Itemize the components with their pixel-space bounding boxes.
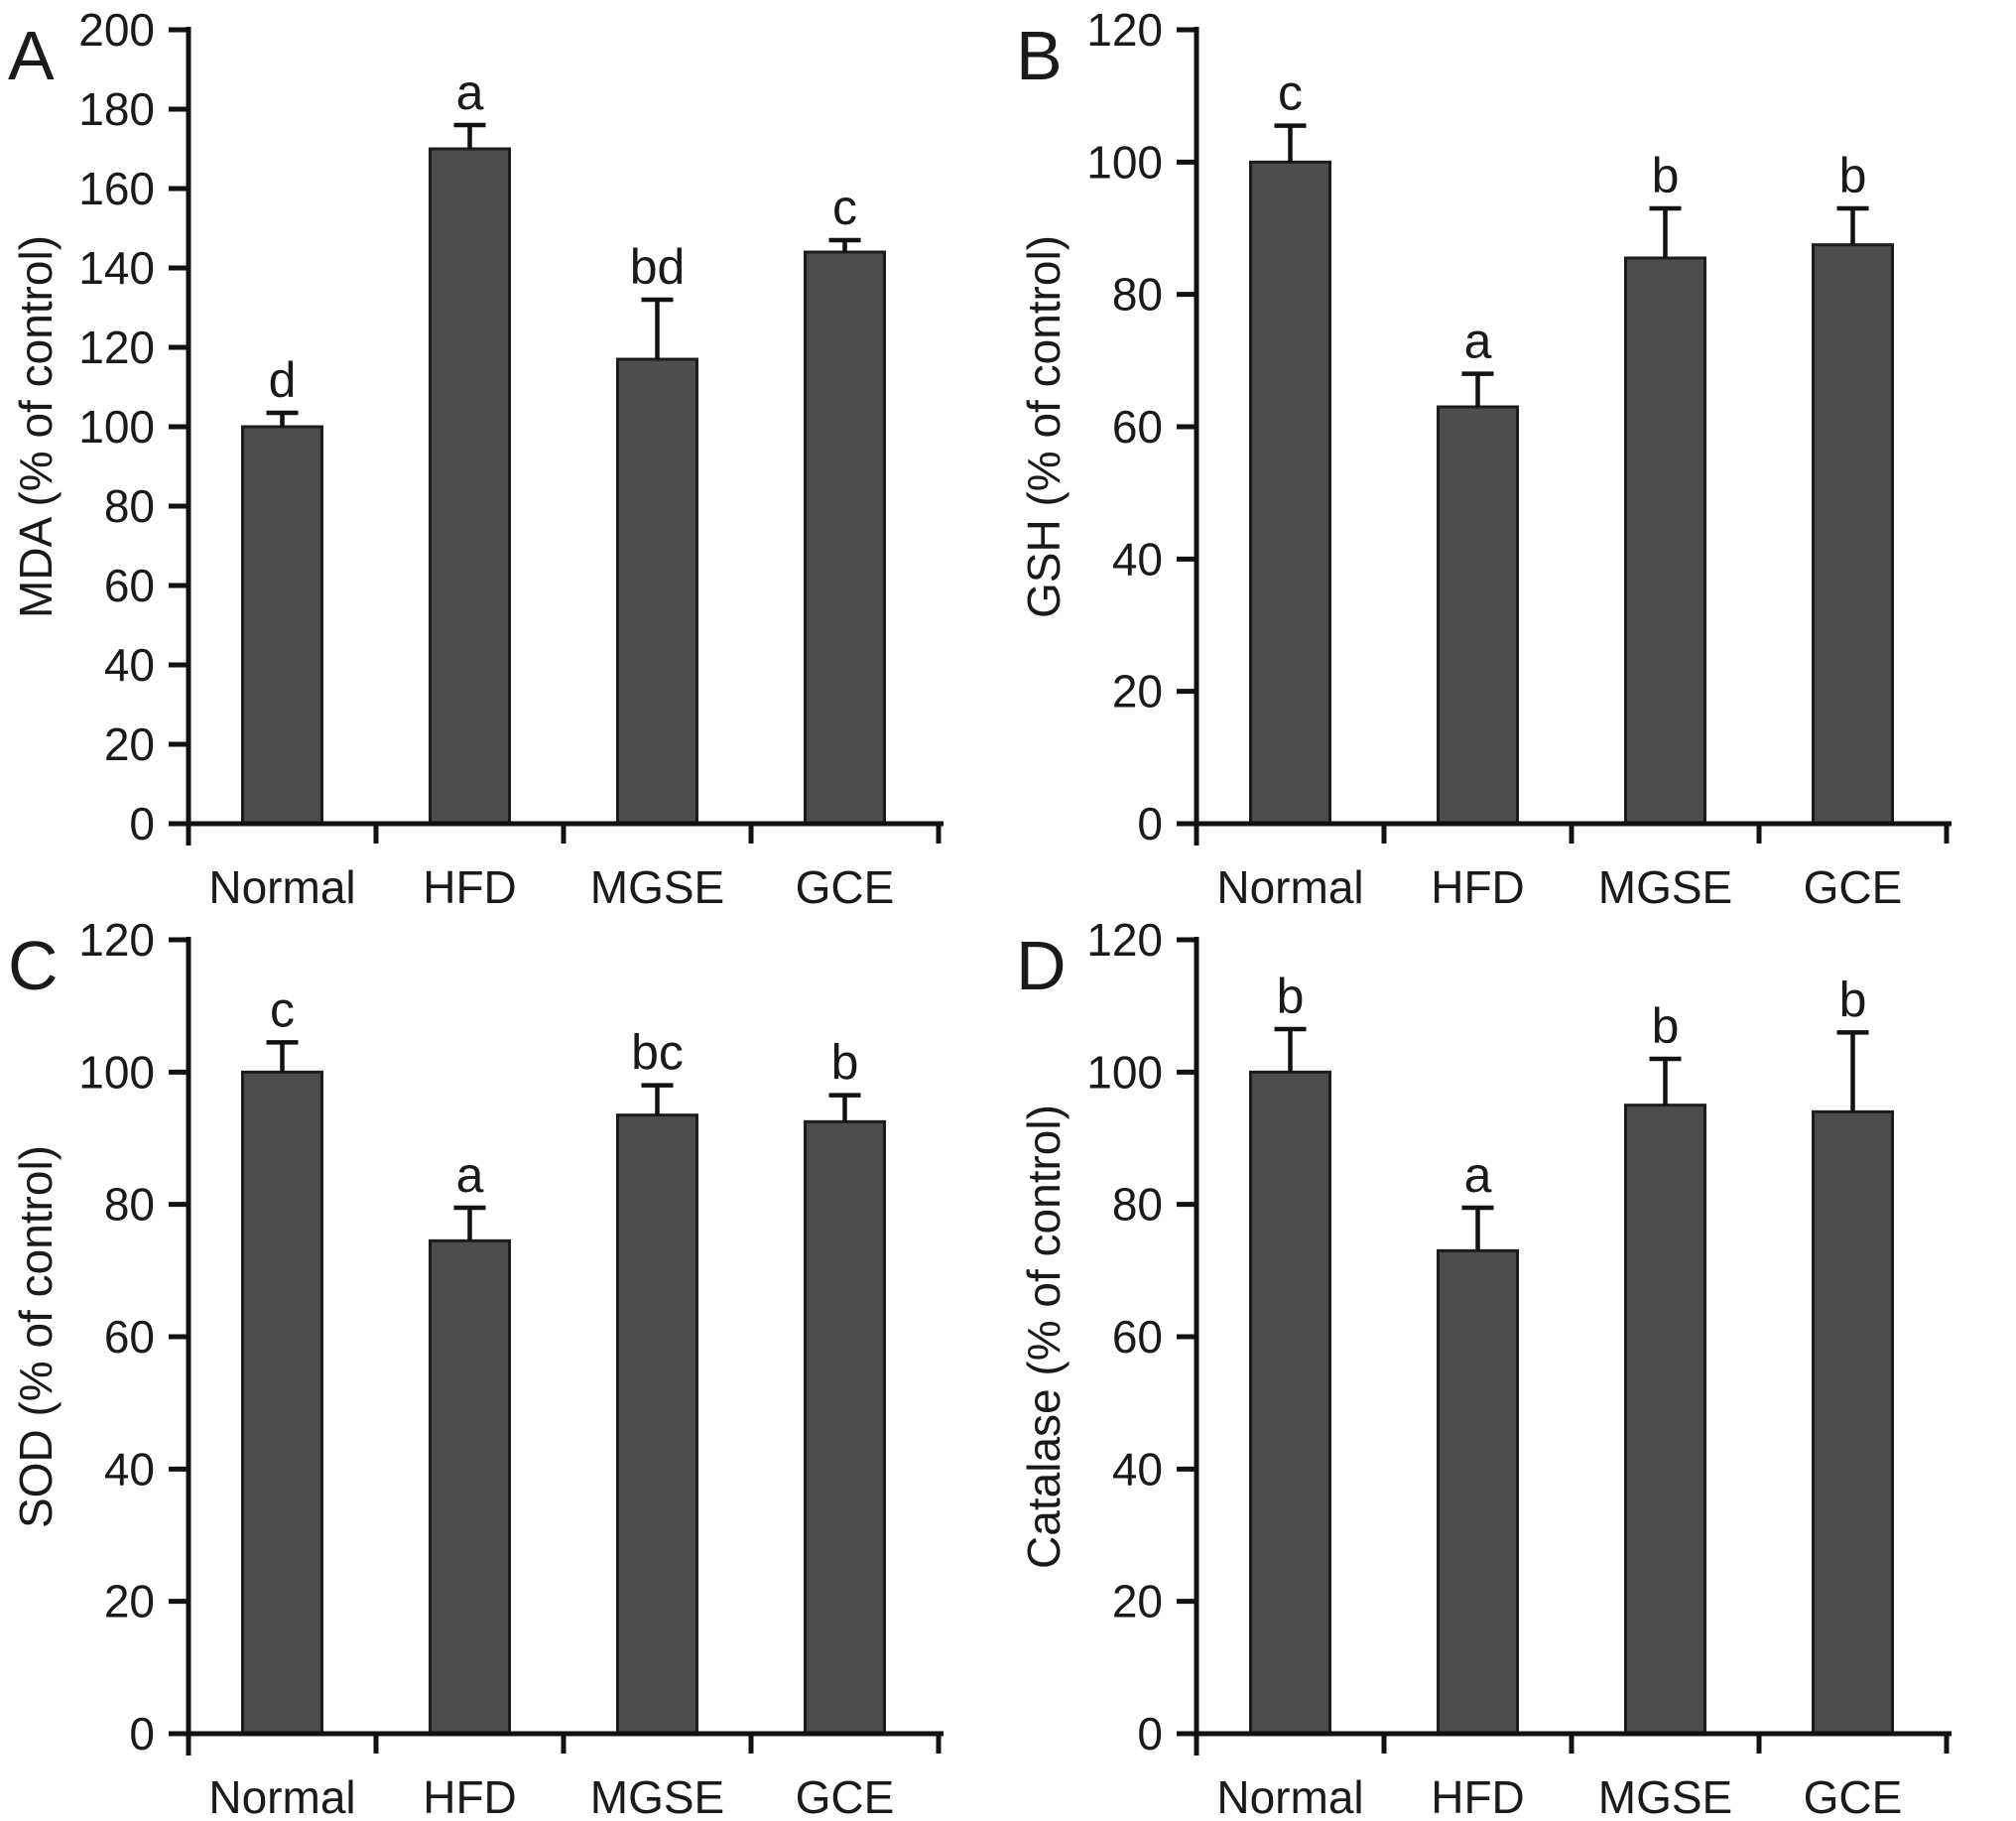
sig-letter-gce: c <box>832 180 857 235</box>
bar-mgse <box>616 357 698 826</box>
x-tick-label-normal: Normal <box>1216 861 1363 910</box>
y-tick-label: 0 <box>129 1708 155 1759</box>
y-tick-label: 0 <box>1137 1708 1163 1759</box>
y-tick-label: 0 <box>1137 798 1163 849</box>
y-tick-label: 120 <box>78 322 155 373</box>
y-tick-label: 60 <box>104 560 155 611</box>
x-tick-label-normal: Normal <box>208 1771 355 1820</box>
y-tick-label: 40 <box>1112 533 1163 585</box>
bar-hfd <box>1437 1248 1519 1736</box>
y-tick-label: 60 <box>1112 401 1163 453</box>
sig-letter-normal: c <box>270 981 295 1037</box>
y-tick-label: 120 <box>1086 4 1163 56</box>
y-tick-label: 20 <box>104 1576 155 1627</box>
x-tick-label-normal: Normal <box>208 861 355 910</box>
x-tick-label-gce: GCE <box>1804 1771 1903 1820</box>
bar-normal <box>1249 1070 1331 1736</box>
x-tick-label-mgse: MGSE <box>1598 1771 1732 1820</box>
bar-hfd <box>1437 405 1519 826</box>
bar-mgse <box>616 1113 698 1736</box>
x-tick-label-hfd: HFD <box>1431 1771 1525 1820</box>
sig-letter-hfd: a <box>456 1147 484 1203</box>
sig-letter-hfd: a <box>1464 1147 1492 1203</box>
bar-mgse <box>1624 256 1706 826</box>
y-tick-label: 40 <box>1112 1443 1163 1495</box>
y-tick-label: 120 <box>1086 914 1163 966</box>
sig-letter-hfd: a <box>1464 314 1492 369</box>
x-tick-label-normal: Normal <box>1216 1771 1363 1820</box>
y-tick-label: 100 <box>1086 136 1163 188</box>
sig-letter-mgse: bd <box>630 239 686 295</box>
y-tick-label: 100 <box>1086 1046 1163 1098</box>
bar-normal <box>241 425 323 826</box>
sig-letter-mgse: b <box>1652 148 1680 203</box>
panel-label-a: A <box>8 17 55 94</box>
y-tick-label: 120 <box>78 914 155 966</box>
sig-letter-hfd: a <box>456 65 484 120</box>
y-tick-label: 160 <box>78 163 155 214</box>
sig-letter-gce: b <box>1839 972 1867 1027</box>
bar-gce <box>804 250 886 826</box>
y-tick-label: 200 <box>78 4 155 56</box>
sig-letter-normal: b <box>1277 969 1305 1024</box>
y-tick-label: 60 <box>104 1311 155 1363</box>
sig-letter-mgse: b <box>1652 998 1680 1054</box>
x-tick-label-hfd: HFD <box>423 1771 517 1820</box>
y-tick-label: 40 <box>104 639 155 691</box>
y-tick-label: 80 <box>104 480 155 532</box>
bar-chart-panel-a: d a bd c 0 20 40 60 80 100 120 140 160 180 200 Normal HF… <box>8 4 944 910</box>
sig-letter-gce: b <box>1839 148 1867 203</box>
bar-hfd <box>429 1238 511 1736</box>
y-tick-label: 0 <box>129 798 155 849</box>
panel-label-d: D <box>1016 927 1067 1004</box>
panel-label-c: C <box>8 927 59 1004</box>
y-axis-title: MDA (% of control) <box>10 235 62 618</box>
y-tick-label: 140 <box>78 242 155 294</box>
panel-c: c a bc b 0 20 40 60 80 100 120 Normal HFD MGSE GCE SOD … <box>0 910 1008 1820</box>
bar-hfd <box>429 147 511 826</box>
bar-chart-panel-d: b a b b 0 20 40 60 80 100 120 Normal HFD MGSE GCE Catal… <box>1016 914 1952 1820</box>
y-axis-title: Catalase (% of control) <box>1018 1105 1070 1569</box>
bar-gce <box>1812 1109 1894 1736</box>
y-tick-label: 100 <box>78 401 155 453</box>
x-tick-label-gce: GCE <box>796 861 895 910</box>
y-tick-label: 60 <box>1112 1311 1163 1363</box>
y-tick-label: 20 <box>1112 1576 1163 1627</box>
y-tick-label: 40 <box>104 1443 155 1495</box>
x-tick-label-hfd: HFD <box>1431 861 1525 910</box>
sig-letter-mgse: bc <box>631 1025 684 1081</box>
y-axis-title: SOD (% of control) <box>10 1145 62 1528</box>
panel-a: d a bd c 0 20 40 60 80 100 120 140 160 180 200 Normal HF… <box>0 0 1008 910</box>
panel-d: b a b b 0 20 40 60 80 100 120 Normal HFD MGSE GCE Catal… <box>1008 910 2016 1820</box>
sig-letter-gce: b <box>831 1035 859 1091</box>
x-tick-label-mgse: MGSE <box>590 1771 724 1820</box>
x-tick-label-mgse: MGSE <box>590 861 724 910</box>
panel-label-b: B <box>1016 17 1063 94</box>
bar-chart-panel-b: c a b b 0 20 40 60 80 100 120 Normal HFD MGSE GCE GSH (… <box>1016 4 1952 910</box>
x-tick-label-hfd: HFD <box>423 861 517 910</box>
x-tick-label-gce: GCE <box>796 1771 895 1820</box>
sig-letter-normal: d <box>269 352 297 408</box>
bar-normal <box>1249 160 1331 826</box>
y-axis-title: GSH (% of control) <box>1018 235 1070 618</box>
y-tick-label: 80 <box>104 1179 155 1231</box>
x-tick-label-mgse: MGSE <box>1598 861 1732 910</box>
y-tick-label: 80 <box>1112 1179 1163 1231</box>
y-tick-label: 180 <box>78 83 155 135</box>
bar-gce <box>804 1119 886 1736</box>
panel-b: c a b b 0 20 40 60 80 100 120 Normal HFD MGSE GCE GSH (… <box>1008 0 2016 910</box>
bar-gce <box>1812 243 1894 826</box>
x-tick-label-gce: GCE <box>1804 861 1903 910</box>
y-tick-label: 20 <box>104 718 155 770</box>
y-tick-label: 20 <box>1112 666 1163 717</box>
sig-letter-normal: c <box>1278 65 1303 121</box>
y-tick-label: 80 <box>1112 269 1163 321</box>
bar-mgse <box>1624 1104 1706 1736</box>
y-tick-label: 100 <box>78 1046 155 1098</box>
bar-chart-panel-c: c a bc b 0 20 40 60 80 100 120 Normal HFD MGSE GCE SOD … <box>8 914 944 1820</box>
bar-normal <box>241 1070 323 1736</box>
